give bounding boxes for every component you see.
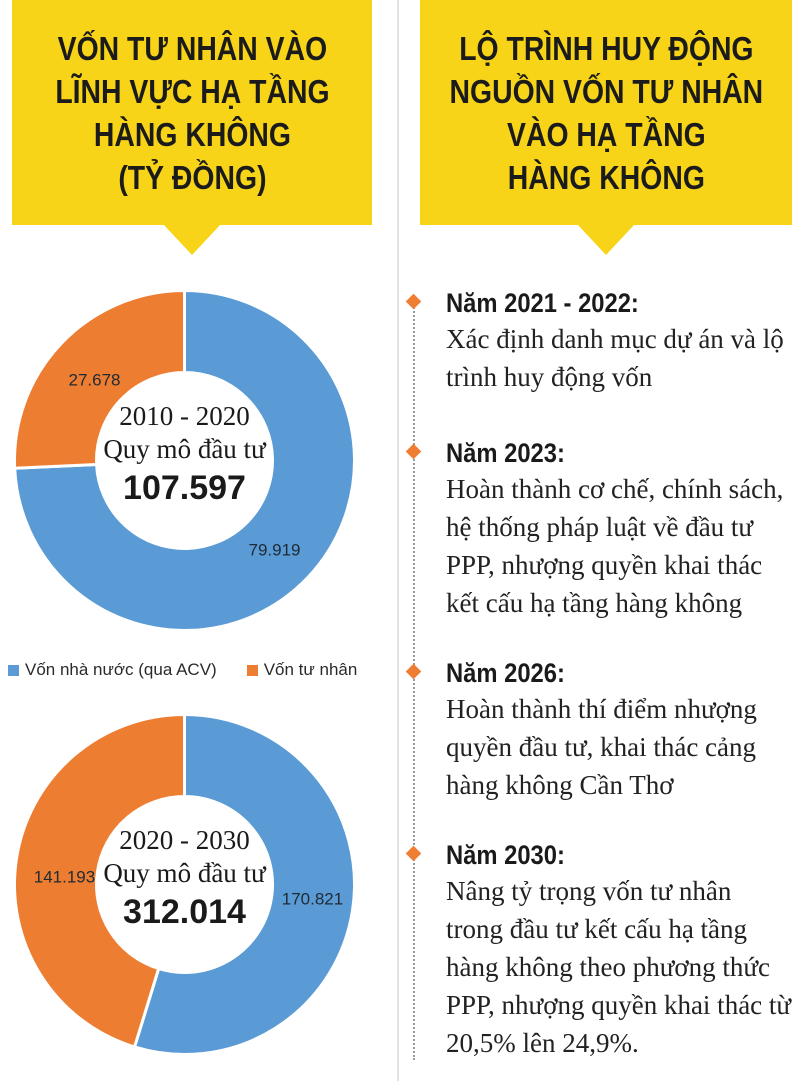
donut-total: 107.597: [123, 469, 246, 507]
donut-total: 312.014: [123, 893, 246, 931]
legend-item-state: Vốn nhà nước (qua ACV): [8, 660, 217, 680]
timeline-item: Năm 2030: Nâng tỷ trọng vốn tư nhân tron…: [405, 838, 796, 1062]
left-banner-line: (TỶ ĐỒNG): [117, 158, 267, 196]
diamond-icon: [405, 663, 422, 680]
chart-legend: Vốn nhà nước (qua ACV) Vốn tư nhân: [8, 660, 393, 680]
right-banner-line: HÀNG KHÔNG: [507, 158, 705, 196]
timeline-item: Năm 2026: Hoàn thành thí điểm nhượng quy…: [405, 656, 796, 804]
left-banner: VỐN TƯ NHÂN VÀO LĨNH VỰC HẠ TẦNG HÀNG KH…: [12, 0, 372, 225]
left-banner-line: VỐN TƯ NHÂN VÀO: [57, 29, 327, 67]
legend-label-private: Vốn tư nhân: [263, 660, 358, 679]
diamond-icon: [405, 845, 422, 862]
donut-hole: [96, 372, 273, 549]
column-divider: [397, 0, 399, 1081]
legend-swatch-private: [246, 664, 258, 676]
donut-value-label: 141.193: [34, 868, 95, 887]
donut-period: 2020 - 2030: [119, 825, 250, 855]
donut-center: 2010 - 2020 Quy mô đầu tư 107.597: [12, 400, 357, 510]
diamond-icon: [405, 293, 422, 310]
right-banner-title: LỘ TRÌNH HUY ĐỘNG NGUỒN VỐN TƯ NHÂN VÀO …: [449, 27, 763, 199]
diamond-icon: [405, 443, 422, 460]
timeline-text: Nâng tỷ trọng vốn tư nhân trong đầu tư k…: [446, 876, 792, 1058]
right-banner-pointer: [578, 225, 634, 255]
timeline-text: Xác định danh mục dự án và lộ trình huy …: [446, 324, 784, 392]
donut-center-label: Quy mô đầu tư: [103, 858, 266, 888]
donut-hole: [96, 796, 273, 973]
donut-value-label: 79.919: [249, 541, 301, 560]
left-banner-line: HÀNG KHÔNG: [93, 115, 291, 153]
donut-value-label: 27.678: [69, 371, 121, 390]
legend-item-private: Vốn tư nhân: [246, 660, 358, 680]
right-banner-line: NGUỒN VỐN TƯ NHÂN: [449, 72, 763, 110]
timeline-year: Năm 2021 - 2022:: [446, 288, 639, 318]
donut-svg: 170.821 141.193: [13, 712, 356, 1056]
legend-swatch-state: [8, 664, 19, 676]
timeline-year: Năm 2026:: [446, 658, 565, 688]
donut-value-label: 170.821: [282, 890, 343, 909]
timeline-item: Năm 2021 - 2022: Xác định danh mục dự án…: [405, 286, 796, 396]
left-banner-title: VỐN TƯ NHÂN VÀO LĨNH VỰC HẠ TẦNG HÀNG KH…: [55, 27, 329, 199]
timeline-text: Hoàn thành cơ chế, chính sách, hệ thống …: [446, 474, 784, 618]
donut-chart-2020-2030: 170.821 141.193 2020 - 2030 Quy mô đầu tư…: [12, 712, 357, 1057]
timeline-text: Hoàn thành thí điểm nhượng quyền đầu tư,…: [446, 694, 757, 800]
timeline-item: Năm 2023: Hoàn thành cơ chế, chính sách,…: [405, 436, 796, 622]
timeline-year: Năm 2023:: [446, 438, 565, 468]
donut-center: 2020 - 2030 Quy mô đầu tư 312.014: [12, 824, 357, 934]
left-banner-pointer: [164, 225, 220, 255]
donut-chart-2010-2020: 79.919 27.678 2010 - 2020 Quy mô đầu tư 1…: [12, 288, 357, 633]
timeline-dotted-line: [413, 300, 415, 1060]
left-banner-line: LĨNH VỰC HẠ TẦNG: [54, 72, 330, 110]
donut-period: 2010 - 2020: [119, 401, 250, 431]
right-banner: LỘ TRÌNH HUY ĐỘNG NGUỒN VỐN TƯ NHÂN VÀO …: [420, 0, 792, 225]
donut-svg: 79.919 27.678: [13, 288, 356, 632]
right-banner-line: VÀO HẠ TẦNG: [506, 115, 706, 153]
right-banner-line: LỘ TRÌNH HUY ĐỘNG: [458, 29, 754, 67]
timeline-year: Năm 2030:: [446, 840, 565, 870]
legend-label-state: Vốn nhà nước (qua ACV): [25, 660, 217, 679]
donut-center-label: Quy mô đầu tư: [103, 434, 266, 464]
